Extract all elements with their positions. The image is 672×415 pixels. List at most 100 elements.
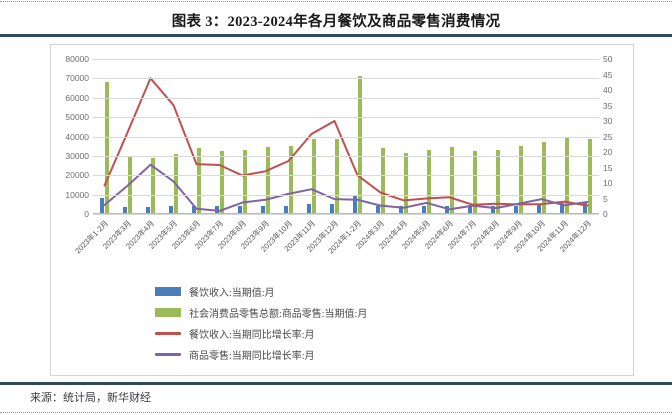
y2-axis-tick-label: 50 [603, 54, 613, 64]
bar-goods-retail-value [587, 138, 592, 214]
y-axis-tick-label: 20000 [65, 170, 89, 181]
bar-catering-value [375, 206, 380, 214]
bar-catering-value [191, 205, 196, 214]
bar-goods-retail-value [242, 149, 247, 214]
bar-catering-value [398, 206, 403, 214]
chart-legend: 餐饮收入:当期值:月社会消费品零售总额:商品零售:当期值:月 餐饮收入:当期同比增… [155, 281, 555, 365]
bar-goods-retail-value [150, 157, 155, 214]
bar-goods-retail-value [196, 147, 201, 214]
y2-axis-tick-label: 10 [603, 178, 613, 188]
plot-wrapper: 0 10000 20000 30000 40000 50000 60000 70000 8000… [51, 45, 635, 377]
bar-goods-retail-value [219, 150, 224, 214]
bar-goods-retail-value [518, 145, 523, 214]
y2-axis-tick-label: 45 [603, 69, 613, 80]
chart-frame: 0 10000 20000 30000 40000 50000 60000 70000 8000… [50, 44, 634, 376]
legend-label: 社会消费品零售总额:商品零售:当期值:月 [189, 309, 368, 320]
bar-catering-value [122, 206, 127, 214]
y-axis-tick-label: 80000 [65, 54, 89, 64]
gridline [93, 155, 599, 157]
gridline [93, 136, 599, 138]
y2-axis-tick-label: 40 [603, 85, 613, 95]
legend-item[interactable]: 社会消费品零售总额:商品零售:当期值:月 [155, 302, 555, 323]
y-axis-tick-label: 50000 [65, 112, 89, 123]
y-axis-tick-label: 10000 [65, 189, 89, 200]
legend-label: 餐饮收入:当期同比增长率:月 [189, 330, 315, 341]
gridline [93, 97, 599, 99]
bar-catering-value [444, 205, 449, 214]
y2-axis-tick-label: 35 [603, 100, 613, 111]
bar-goods-retail-value [426, 150, 431, 214]
bar-catering-value [329, 203, 334, 214]
x-axis-line [93, 213, 599, 214]
gridline [93, 214, 599, 215]
y2-axis-tick-label: 0 [603, 209, 608, 219]
legend-swatch-icon [155, 287, 181, 296]
legend-swatch-icon [155, 308, 181, 317]
y2-axis-tick-label: 5 [603, 193, 608, 204]
bar-goods-retail-value [495, 149, 500, 214]
bar-catering-value [237, 205, 242, 214]
bar-goods-retail-value [472, 151, 477, 214]
bottom-divider [0, 412, 672, 413]
source-rule [0, 382, 672, 385]
y-axis-left-labels: 0 10000 20000 30000 40000 50000 60000 70000 8000… [51, 54, 89, 219]
y2-axis-tick-label: 20 [603, 147, 613, 157]
legend-item[interactable]: 餐饮收入:当期值:月 [155, 281, 555, 302]
bar-goods-retail-value [541, 141, 546, 214]
bar-catering-value [168, 206, 173, 214]
y-axis-tick-label: 30000 [65, 150, 89, 161]
x-axis-tick-label: 2023年1-2月 [72, 218, 110, 256]
y-axis-tick-label: 40000 [65, 131, 89, 142]
bar-catering-value [490, 205, 495, 214]
page-title: 图表 3：2023-2024年各月餐饮及商品零售消费情况 [171, 13, 501, 30]
line-series [103, 163, 589, 212]
legend-swatch-icon [155, 331, 181, 336]
legend-label: 餐饮收入:当期值:月 [189, 288, 275, 299]
legend-item[interactable]: 餐饮收入:当期同比增长率:月 [155, 323, 555, 344]
top-divider [0, 1, 672, 2]
y-axis-tick-label: 60000 [65, 92, 89, 103]
bar-catering-value [260, 205, 265, 214]
legend-swatch-icon [155, 352, 181, 357]
y-axis-right-labels: 0 5 10 15 20 25 30 35 40 45 50 [603, 54, 625, 219]
bar-goods-retail-value [403, 152, 408, 214]
bar-goods-retail-value [104, 82, 109, 214]
gridline [93, 117, 599, 119]
title-rule [0, 34, 672, 37]
gridline [93, 175, 599, 177]
bar-catering-value [467, 205, 472, 214]
bar-catering-value [513, 205, 518, 214]
y2-axis-tick-label: 30 [603, 116, 613, 126]
bar-catering-value [352, 195, 357, 214]
bar-goods-retail-value [265, 147, 270, 214]
bar-catering-value [306, 203, 311, 214]
plot-area [93, 59, 599, 215]
line-series [103, 77, 589, 207]
bar-goods-retail-value [449, 146, 454, 214]
bar-catering-value [283, 205, 288, 214]
figure-title-band: 图表 3：2023-2024年各月餐饮及商品零售消费情况 [0, 6, 672, 34]
y2-axis-tick-label: 15 [603, 162, 613, 173]
bar-catering-value [536, 204, 541, 214]
y-axis-tick-label: 0 [84, 209, 89, 219]
bar-goods-retail-value [288, 146, 293, 214]
bar-goods-retail-value [311, 139, 316, 214]
bar-goods-retail-value [127, 157, 132, 214]
y2-axis-tick-label: 25 [603, 131, 613, 142]
gridline [93, 78, 599, 80]
bar-catering-value [559, 202, 564, 214]
bar-catering-value [99, 197, 104, 214]
source-note: 来源：统计局，新华财经 [30, 392, 151, 404]
y-axis-tick-label: 70000 [65, 73, 89, 84]
bar-goods-retail-value [357, 76, 362, 214]
gridline [93, 194, 599, 196]
gridline [93, 59, 599, 60]
bar-goods-retail-value [380, 148, 385, 214]
bar-catering-value [145, 206, 150, 214]
bar-catering-value [421, 205, 426, 214]
legend-item[interactable]: 商品零售:当期同比增长率:月 [155, 344, 555, 365]
x-axis-labels: 2023年1-2月 2023年3月 2023年4月 2023年5月 2023年6月 202… [73, 216, 599, 278]
bar-catering-value [582, 203, 587, 214]
legend-label: 商品零售:当期同比增长率:月 [189, 351, 315, 362]
